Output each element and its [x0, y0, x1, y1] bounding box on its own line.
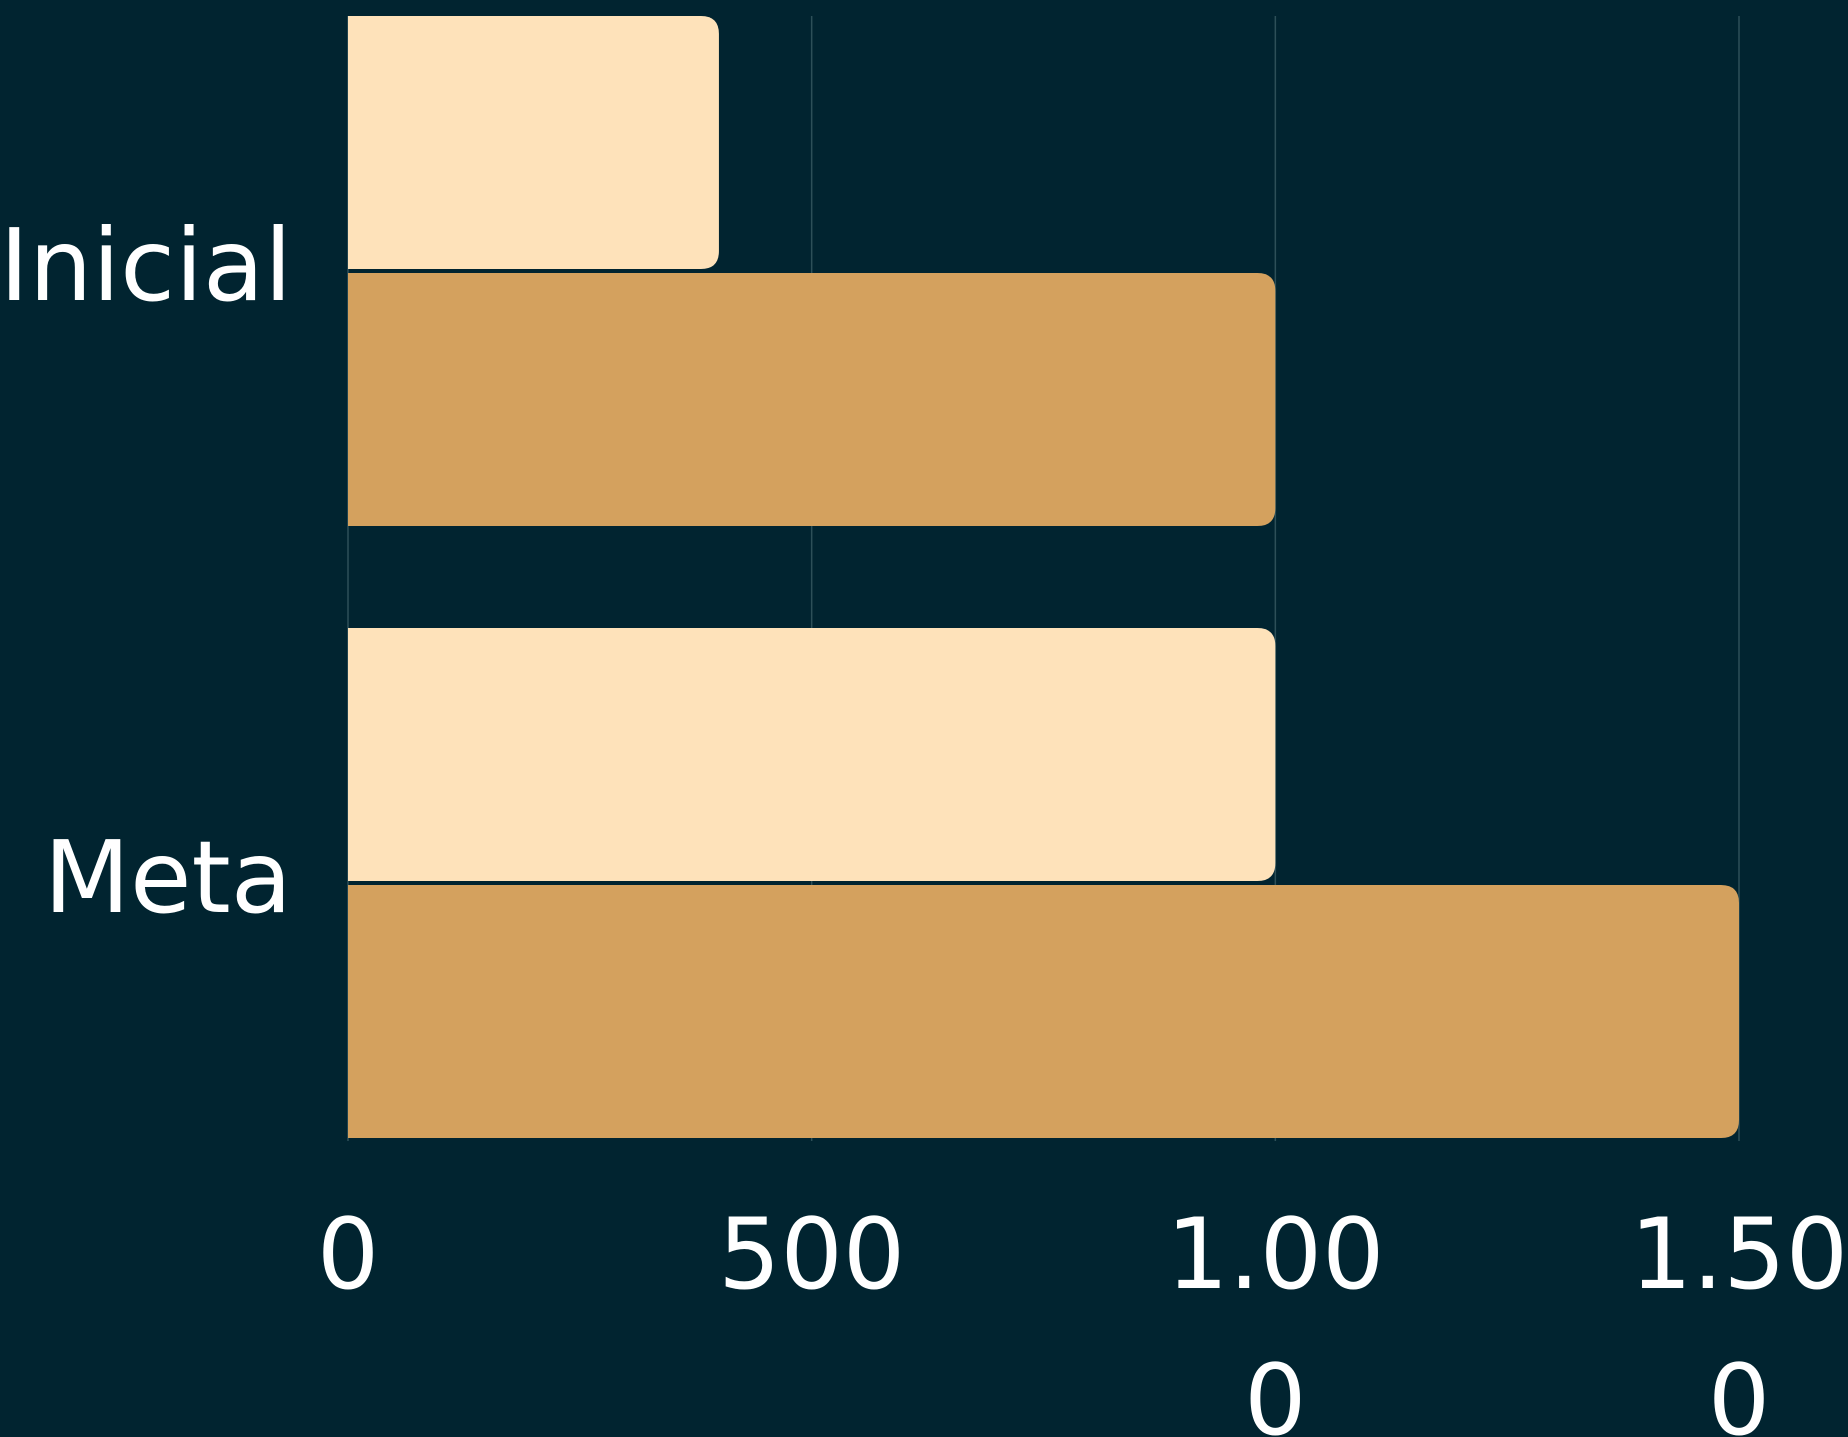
- category-labels: Inicial Meta: [0, 207, 292, 936]
- bars: [348, 16, 1739, 1138]
- x-axis-tick-labels: 0 500 1.00 0 1.50 0: [317, 1198, 1848, 1437]
- bar-meta-series-2: [348, 885, 1739, 1138]
- category-label-inicial: Inicial: [0, 207, 292, 324]
- x-tick-label-2: 1.00 0: [1166, 1198, 1384, 1437]
- x-tick-label-1: 500: [718, 1198, 905, 1312]
- bar-inicial-series-1: [348, 16, 719, 269]
- x-tick-label-0: 0: [317, 1198, 379, 1312]
- bar-inicial-series-2: [348, 273, 1276, 526]
- bar-meta-series-1: [348, 628, 1276, 881]
- x-tick-label-3: 1.50 0: [1630, 1198, 1848, 1437]
- category-label-meta: Meta: [44, 819, 292, 936]
